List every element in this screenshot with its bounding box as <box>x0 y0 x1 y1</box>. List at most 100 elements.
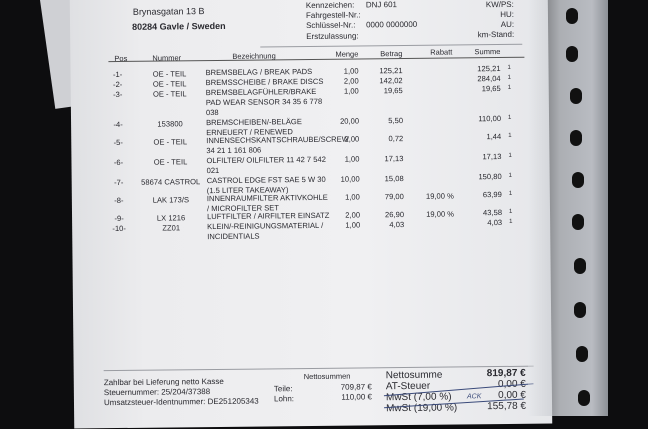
punch-hole <box>576 346 588 362</box>
schluessel-value: 0000 0000000 <box>366 19 418 30</box>
row-rabatt <box>400 66 452 67</box>
row-menge: 1,00 <box>345 220 361 230</box>
row-bezeichnung: 038 <box>205 107 219 118</box>
row-summe: 17,13 <box>482 152 502 162</box>
punch-hole <box>572 214 584 230</box>
teile-label: Teile: <box>273 384 293 394</box>
punch-hole <box>572 172 584 188</box>
row-bezeichnung: OLFILTER/ OILFILTER 11 42 7 542 <box>206 154 326 166</box>
row-betrag: 0,72 <box>388 134 404 144</box>
total-label: Nettosumme <box>385 369 443 382</box>
row-menge: 1,00 <box>344 154 360 164</box>
row-bezeichnung: 021 <box>206 165 220 176</box>
row-betrag: 17,13 <box>384 154 404 164</box>
row-tax-code: 1 <box>509 218 513 225</box>
row-betrag: 26,90 <box>384 210 405 220</box>
row-nummer: ZZ01 <box>162 223 181 233</box>
row-summe: 1,44 <box>486 132 502 142</box>
row-tax-code: 1 <box>508 190 513 197</box>
km-stand-label: km-Stand: <box>477 29 515 40</box>
row-betrag: 15,08 <box>384 174 404 184</box>
row-betrag: 5,50 <box>388 116 404 126</box>
schluessel-label: Schlüssel-Nr.: <box>306 20 356 31</box>
row-tax-code: 1 <box>507 64 511 71</box>
row-menge: 20,00 <box>339 116 360 126</box>
address-city: 80284 Gavle / Sweden <box>132 20 226 32</box>
row-summe: 125,21 <box>477 64 501 74</box>
erstzulassung-label: Erstzulassung: <box>306 31 359 42</box>
handwritten-note: ACK <box>466 393 482 401</box>
row-menge: 2,00 <box>343 76 359 86</box>
header-rabatt: Rabatt <box>430 47 453 57</box>
row-betrag: 4,03 <box>389 220 405 230</box>
punch-hole <box>570 88 582 104</box>
punch-hole <box>578 390 590 406</box>
punch-hole <box>574 302 586 318</box>
fahrgestell-label: Fahrgestell-Nr.: <box>305 10 361 21</box>
row-nummer: OE - TEIL <box>153 157 188 167</box>
row-tax-code: 1 <box>508 114 512 121</box>
row-rabatt <box>401 154 453 155</box>
row-summe: 150,80 <box>478 172 502 182</box>
row-tax-code: 1 <box>508 172 513 179</box>
punch-hole <box>566 46 578 62</box>
hu-label: HU: <box>500 9 514 20</box>
row-betrag: 79,00 <box>384 192 404 202</box>
row-rabatt <box>401 86 453 87</box>
lohn-label: Lohn: <box>273 394 295 404</box>
row-menge: 1,00 <box>345 192 360 202</box>
kennzeichen-label: Kennzeichen: <box>305 0 355 11</box>
row-rabatt <box>401 76 453 77</box>
row-tax-code: 1 <box>508 152 512 159</box>
row-summe: 284,04 <box>477 74 501 84</box>
row-tax-code: 1 <box>507 74 511 81</box>
teile-value: 709,87 € <box>340 382 372 392</box>
row-rabatt <box>401 116 453 117</box>
row-nummer: OE - TEIL <box>153 137 188 147</box>
plastic-sleeve <box>528 0 608 416</box>
total-label: AT-Steuer <box>385 380 431 393</box>
row-bezeichnung: INNENRAUMFILTER AKTIVKOHLE <box>206 192 328 204</box>
row-bezeichnung: 34 21 1 161 806 <box>206 145 262 156</box>
row-nummer: 58674 CASTROL <box>141 177 201 187</box>
header-nummer: Nummer <box>152 53 182 63</box>
invoice-page: Brynasgatan 13 B 80284 Gavle / Sweden Ke… <box>69 0 553 429</box>
row-rabatt: 19,00 % <box>425 191 454 201</box>
row-menge: 10,00 <box>340 174 360 184</box>
row-menge: 1,00 <box>343 86 359 96</box>
row-menge: 2,00 <box>345 210 361 220</box>
address-street: Brynasgatan 13 B <box>132 6 205 17</box>
ust-id: Umsatzsteuer-Identnummer: DE251205343 <box>103 396 259 408</box>
row-tax-code: 1 <box>508 132 512 139</box>
row-nummer: LAK 173/S <box>152 195 190 205</box>
row-betrag: 19,65 <box>383 86 403 96</box>
row-rabatt: 19,00 % <box>426 209 455 219</box>
row-summe: 110,00 <box>478 114 502 124</box>
total-value: 155,78 € <box>487 400 527 413</box>
row-rabatt <box>402 174 454 175</box>
header-summe: Summe <box>474 47 501 57</box>
row-nummer: OE - TEIL <box>152 89 187 99</box>
row-menge: 2,00 <box>344 134 360 144</box>
punch-hole <box>566 8 578 24</box>
row-bezeichnung: INCIDENTIALS <box>207 231 260 242</box>
kennzeichen-value: DNJ 601 <box>365 0 398 10</box>
lohn-value: 110,00 € <box>341 392 372 402</box>
row-summe: 4,03 <box>487 217 503 228</box>
row-betrag: 142,02 <box>379 76 403 86</box>
row-bezeichnung: PAD WEAR SENSOR 34 35 6 778 <box>205 96 323 108</box>
header-pos: Pos <box>114 53 128 64</box>
punch-hole <box>570 130 582 146</box>
row-bezeichnung: KLEIN/-REINIGUNGSMATERIAL / <box>207 220 324 232</box>
row-summe: 43,58 <box>482 207 503 218</box>
row-bezeichnung: CASTROL EDGE FST SAE 5 W 30 <box>206 174 326 186</box>
row-nummer: 153800 <box>157 119 183 129</box>
row-summe: 19,65 <box>481 84 501 94</box>
au-label: AU: <box>500 19 515 30</box>
row-tax-code: 1 <box>507 84 512 91</box>
row-menge: 1,00 <box>343 66 359 76</box>
punch-hole <box>574 258 586 274</box>
row-tax-code: 1 <box>508 208 513 215</box>
row-betrag: 125,21 <box>379 66 403 76</box>
row-summe: 63,99 <box>482 190 502 200</box>
